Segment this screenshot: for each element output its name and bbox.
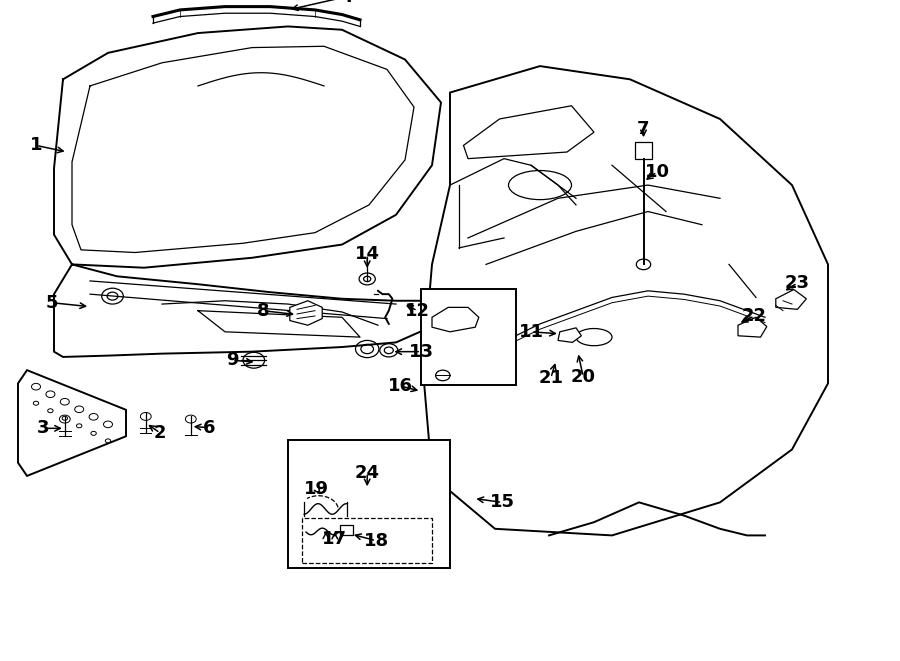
Text: 1: 1 [30, 136, 42, 155]
Text: 17: 17 [322, 529, 347, 548]
Text: 3: 3 [37, 419, 50, 438]
Text: 5: 5 [46, 293, 58, 312]
Text: 12: 12 [405, 301, 430, 320]
Text: 20: 20 [571, 368, 596, 386]
Polygon shape [776, 290, 806, 309]
Polygon shape [558, 328, 581, 342]
Bar [421, 289, 516, 385]
Text: 15: 15 [490, 493, 515, 512]
Text: 2: 2 [154, 424, 166, 442]
Text: 21: 21 [538, 369, 563, 387]
Bar [635, 142, 652, 159]
Text: 10: 10 [644, 163, 670, 181]
Text: 4: 4 [340, 0, 353, 6]
Text: 18: 18 [364, 531, 389, 550]
Bar [340, 525, 353, 535]
Text: 13: 13 [409, 342, 434, 361]
Bar [302, 518, 432, 563]
Text: 7: 7 [637, 120, 650, 138]
Text: 14: 14 [355, 245, 380, 264]
Bar [288, 440, 450, 568]
Text: 22: 22 [742, 307, 767, 325]
Text: 24: 24 [355, 463, 380, 482]
Text: 6: 6 [202, 418, 215, 437]
Polygon shape [738, 317, 767, 337]
Text: 8: 8 [256, 301, 269, 320]
Text: 9: 9 [226, 351, 239, 369]
Text: 23: 23 [785, 274, 810, 292]
Text: 16: 16 [388, 377, 413, 395]
Polygon shape [290, 301, 322, 325]
Text: 19: 19 [304, 480, 329, 498]
Text: 11: 11 [518, 323, 544, 341]
Polygon shape [432, 307, 479, 332]
